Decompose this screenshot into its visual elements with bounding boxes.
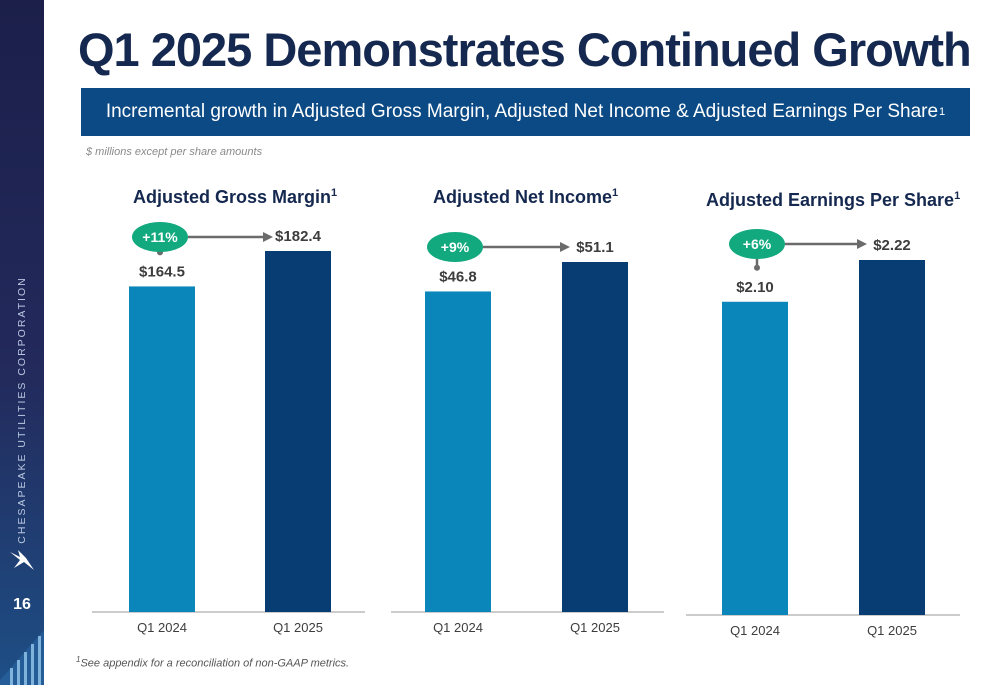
chart-title-eps: Adjusted Earnings Per Share1 xyxy=(706,190,960,211)
change-badge xyxy=(729,229,785,259)
chart-title-footnote-mark: 1 xyxy=(954,190,961,202)
chart-1: $164.5 Q1 2024 $182.4 Q1 2025 +11% xyxy=(92,222,365,635)
change-badge xyxy=(427,232,483,262)
chart-title-text: Adjusted Gross Margin xyxy=(133,187,332,207)
chart-title-footnote-mark: 1 xyxy=(612,187,619,199)
subtitle-banner: Incremental growth in Adjusted Gross Mar… xyxy=(81,88,970,136)
chart-3: $2.10 Q1 2024 $2.22 Q1 2025 +6% xyxy=(686,229,960,638)
category-tick-label: Q1 2025 xyxy=(273,620,323,635)
value-label: $182.4 xyxy=(275,228,322,245)
category-tick-label: Q1 2024 xyxy=(730,623,780,638)
change-badge-label: +9% xyxy=(441,239,470,255)
value-label: $46.8 xyxy=(439,268,477,285)
change-badge-label: +6% xyxy=(743,236,772,252)
value-label: $164.5 xyxy=(139,263,185,280)
bar-q1-2025 xyxy=(562,262,628,612)
bar-q1-2024 xyxy=(425,291,491,612)
banner-text: Incremental growth in Adjusted Gross Mar… xyxy=(105,101,939,122)
bird-logo-icon xyxy=(10,550,34,570)
arrow-head-icon xyxy=(560,242,570,252)
decorative-bars-icon xyxy=(0,630,44,685)
footnote: 1See appendix for a reconciliation of no… xyxy=(76,655,349,670)
change-badge xyxy=(132,222,188,252)
units-note: $ millions except per share amounts xyxy=(86,146,263,158)
value-label: $2.10 xyxy=(736,279,774,296)
chart-2: $46.8 Q1 2024 $51.1 Q1 2025 +9% xyxy=(391,232,664,635)
chart-title-footnote-mark: 1 xyxy=(331,187,338,199)
bar-q1-2025 xyxy=(859,260,925,615)
chart-title-text: Adjusted Earnings Per Share xyxy=(706,190,955,210)
bar-q1-2024 xyxy=(722,301,788,615)
connector-dot xyxy=(754,264,760,271)
category-tick-label: Q1 2025 xyxy=(570,620,620,635)
page-title: Q1 2025 Demonstrates Continued Growth xyxy=(78,23,972,76)
arrow-head-icon xyxy=(857,239,867,249)
bar-q1-2024 xyxy=(129,286,195,612)
page-number: 16 xyxy=(13,596,31,613)
value-label: $2.22 xyxy=(873,237,911,254)
banner-footnote-mark: 1 xyxy=(939,106,946,118)
chart-title-net-income: Adjusted Net Income1 xyxy=(433,187,618,208)
change-badge-label: +11% xyxy=(142,229,178,245)
footnote-mark: 1 xyxy=(76,655,81,664)
value-label: $51.1 xyxy=(576,239,614,256)
sidebar: CHESAPEAKE UTILITIES CORPORATION 16 xyxy=(0,0,44,685)
chart-title-gross-margin: Adjusted Gross Margin1 xyxy=(133,187,337,208)
footnote-text: See appendix for a reconciliation of non… xyxy=(80,657,350,670)
category-tick-label: Q1 2024 xyxy=(433,620,483,635)
category-tick-label: Q1 2024 xyxy=(137,620,187,635)
chart-title-text: Adjusted Net Income xyxy=(433,187,613,207)
bar-q1-2025 xyxy=(265,251,331,612)
category-tick-label: Q1 2025 xyxy=(867,623,917,638)
arrow-head-icon xyxy=(263,232,273,242)
